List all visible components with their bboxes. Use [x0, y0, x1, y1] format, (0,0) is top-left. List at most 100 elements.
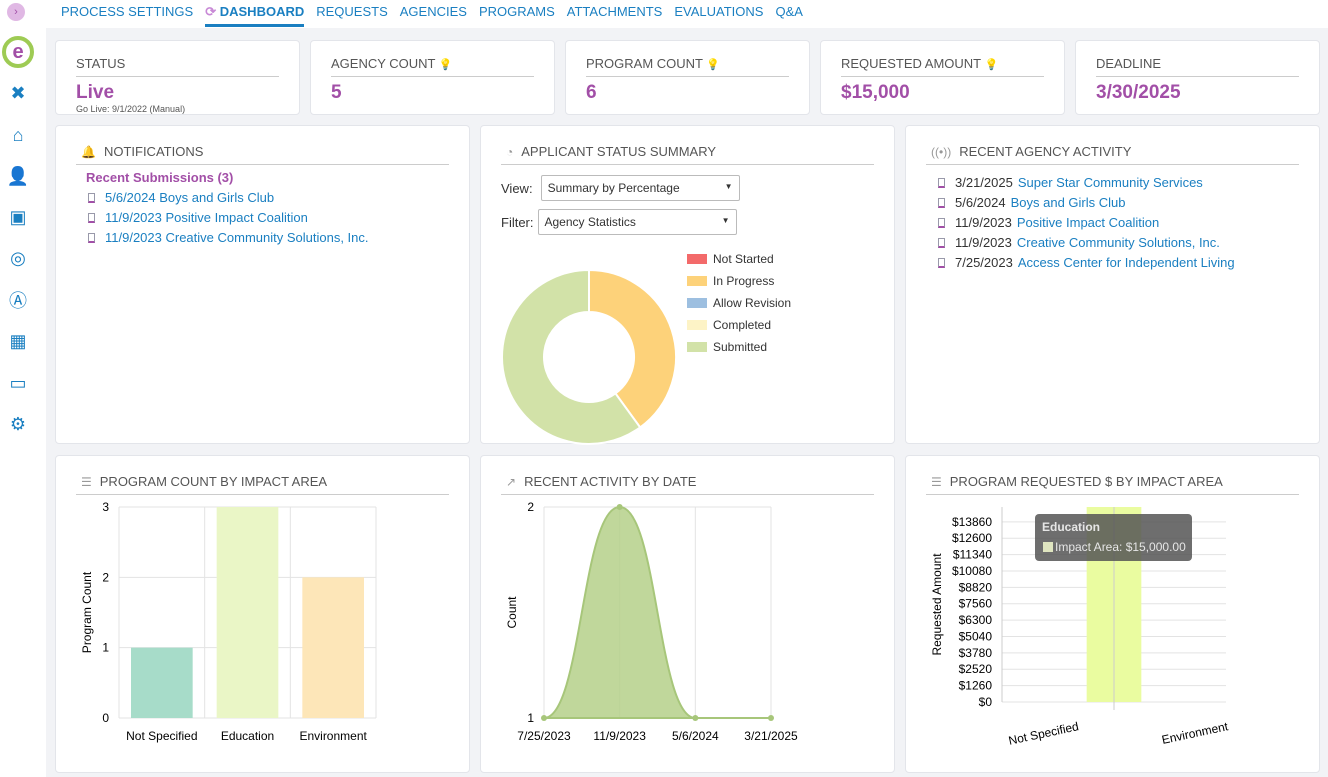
- view-select[interactable]: Summary by Percentage: [540, 175, 740, 201]
- x-tick-label: Education: [221, 729, 274, 743]
- notifications-panel: 🔔 NOTIFICATIONS Recent Submissions (3) 5/…: [55, 125, 470, 444]
- status-label: STATUS: [76, 56, 279, 77]
- agency-count-card: AGENCY COUNT 💡 5: [310, 40, 555, 115]
- table-settings-icon[interactable]: ▦: [9, 330, 27, 351]
- chart-monitor-icon[interactable]: ▭: [9, 372, 27, 393]
- tab-agencies[interactable]: AGENCIES: [399, 4, 467, 19]
- program-count-panel: ☰ PROGRAM COUNT BY IMPACT AREA 0 1 2 3 Not Sp…: [55, 455, 470, 773]
- tab-process-settings[interactable]: PROCESS SETTINGS: [61, 4, 194, 19]
- agency-link[interactable]: Access Center for Independent Living: [1017, 255, 1235, 270]
- document-icon: [88, 192, 95, 203]
- y-tick-label: $2520: [959, 662, 993, 676]
- logo-letter: e: [12, 40, 24, 63]
- tab-programs[interactable]: PROGRAMS: [478, 4, 555, 19]
- legend-swatch: [687, 254, 707, 264]
- tab-requests[interactable]: REQUESTS: [316, 4, 388, 19]
- tab-evaluations[interactable]: EVALUATIONS: [674, 4, 764, 19]
- app-logo[interactable]: e: [2, 36, 34, 68]
- tooltip-title: Education: [1042, 520, 1100, 534]
- tab-dashboard-label: DASHBOARD: [219, 4, 305, 19]
- submission-link[interactable]: 11/9/2023 Creative Community Solutions, …: [105, 230, 369, 245]
- y-tick-label: 3: [102, 500, 109, 514]
- activity-item[interactable]: 5/6/2024 Boys and Girls Club: [938, 195, 1299, 210]
- tab-qa[interactable]: Q&A: [775, 4, 803, 19]
- activity-item[interactable]: 11/9/2023 Positive Impact Coalition: [938, 215, 1299, 230]
- y-tick-label: 0: [102, 711, 109, 725]
- document-icon: [88, 232, 95, 243]
- refresh-icon: ⟳: [205, 4, 217, 19]
- home-icon[interactable]: ⌂: [12, 124, 24, 145]
- go-live-text: Go Live: 9/1/2022 (Manual): [76, 104, 186, 114]
- activity-date: 11/9/2023: [955, 215, 1012, 230]
- activity-item[interactable]: 3/21/2025 Super Star Community Services: [938, 175, 1299, 190]
- requested-amount-label: REQUESTED AMOUNT: [841, 56, 981, 71]
- document-icon: [938, 217, 945, 228]
- program-requested-panel: ☰ PROGRAM REQUESTED $ BY IMPACT AREA $0 $1…: [905, 455, 1320, 773]
- panel-title: RECENT ACTIVITY BY DATE: [524, 474, 697, 489]
- list-item[interactable]: 5/6/2024 Boys and Girls Club: [88, 190, 449, 205]
- tools-icon[interactable]: ✖: [10, 82, 26, 103]
- document-icon: [938, 177, 945, 188]
- data-point: [616, 504, 623, 510]
- pie-chart-icon: ◔: [506, 144, 514, 159]
- tooltip-box: [1035, 514, 1192, 561]
- y-tick-label: 2: [102, 570, 109, 584]
- top-nav: PROCESS SETTINGS ⟳ DASHBOARD REQUESTS AG…: [46, 0, 1328, 28]
- activity-item[interactable]: 11/9/2023 Creative Community Solutions, I…: [938, 235, 1299, 250]
- list-item[interactable]: 11/9/2023 Positive Impact Coalition: [88, 210, 449, 225]
- program-count-value: 6: [586, 82, 597, 103]
- y-axis-label: Count: [505, 596, 519, 629]
- agency-link[interactable]: Super Star Community Services: [1017, 175, 1203, 190]
- y-tick-label: $0: [979, 695, 993, 709]
- recent-submissions-heading: Recent Submissions (3): [86, 170, 234, 185]
- agency-link[interactable]: Positive Impact Coalition: [1016, 215, 1160, 230]
- list-item[interactable]: 11/9/2023 Creative Community Solutions, …: [88, 230, 449, 245]
- x-tick-label: Not Specified: [1007, 719, 1080, 748]
- broadcast-icon[interactable]: Ⓐ: [9, 291, 27, 311]
- filter-label: Filter:: [501, 214, 534, 230]
- filter-select[interactable]: Agency Statistics: [537, 209, 737, 235]
- donut-slice: [588, 268, 677, 429]
- activity-item[interactable]: 7/25/2023 Access Center for Independent L…: [938, 255, 1299, 270]
- y-tick-label: 2: [527, 500, 534, 514]
- y-tick-label: $5040: [959, 629, 993, 643]
- submission-link[interactable]: 5/6/2024 Boys and Girls Club: [105, 190, 275, 205]
- y-tick-label: 1: [527, 711, 534, 725]
- x-tick-label: Environment: [1160, 719, 1229, 747]
- panel-title: NOTIFICATIONS: [103, 144, 204, 159]
- bell-icon: 🔔: [81, 144, 96, 159]
- y-axis-label: Requested Amount: [930, 553, 944, 656]
- x-tick-label: 3/21/2025: [744, 729, 798, 743]
- deadline-label: DEADLINE: [1096, 56, 1299, 77]
- x-tick-label: 11/9/2023: [593, 729, 646, 743]
- tab-dashboard[interactable]: ⟳ DASHBOARD: [205, 0, 305, 27]
- x-tick-label: 7/25/2023: [517, 729, 571, 743]
- deadline-value: 3/30/2025: [1096, 82, 1181, 103]
- legend-swatch: [687, 342, 707, 352]
- document-icon: [938, 237, 945, 248]
- agency-count-label: AGENCY COUNT: [331, 56, 436, 71]
- expand-sidebar-button[interactable]: ›: [7, 3, 25, 21]
- gears-icon[interactable]: ⚙: [9, 413, 27, 434]
- tooltip-text: Impact Area: $15,000.00: [1055, 540, 1186, 554]
- y-tick-label: $10080: [952, 564, 992, 578]
- lightbulb-icon[interactable]: 💡: [438, 59, 453, 71]
- submission-link[interactable]: 11/9/2023 Positive Impact Coalition: [105, 210, 308, 225]
- bar-chart-icon: ☰: [81, 474, 92, 489]
- recent-activity-panel: ↗ RECENT ACTIVITY BY DATE 1 2 7/25/2023 11/9…: [480, 455, 895, 773]
- agency-link[interactable]: Boys and Girls Club: [1010, 195, 1126, 210]
- tab-attachments[interactable]: ATTACHMENTS: [566, 4, 663, 19]
- legend-label: Completed: [713, 318, 771, 332]
- applicant-status-panel: ◔ APPLICANT STATUS SUMMARY View: Summary b…: [480, 125, 895, 445]
- agency-link[interactable]: Creative Community Solutions, Inc.: [1016, 235, 1220, 250]
- y-tick-label: $12600: [952, 531, 992, 545]
- tooltip-swatch: [1043, 542, 1053, 552]
- lightbulb-icon[interactable]: 💡: [706, 59, 721, 71]
- user-settings-icon[interactable]: 👤: [6, 165, 30, 186]
- lightbulb-icon[interactable]: 💡: [984, 59, 999, 71]
- y-tick-label: $3780: [959, 646, 993, 660]
- target-icon[interactable]: ◎: [10, 247, 26, 268]
- bar: [302, 577, 364, 718]
- briefcase-icon[interactable]: ▣: [9, 206, 27, 227]
- program-count-chart: 0 1 2 3 Not Specified Education Environment Pro…: [80, 500, 377, 743]
